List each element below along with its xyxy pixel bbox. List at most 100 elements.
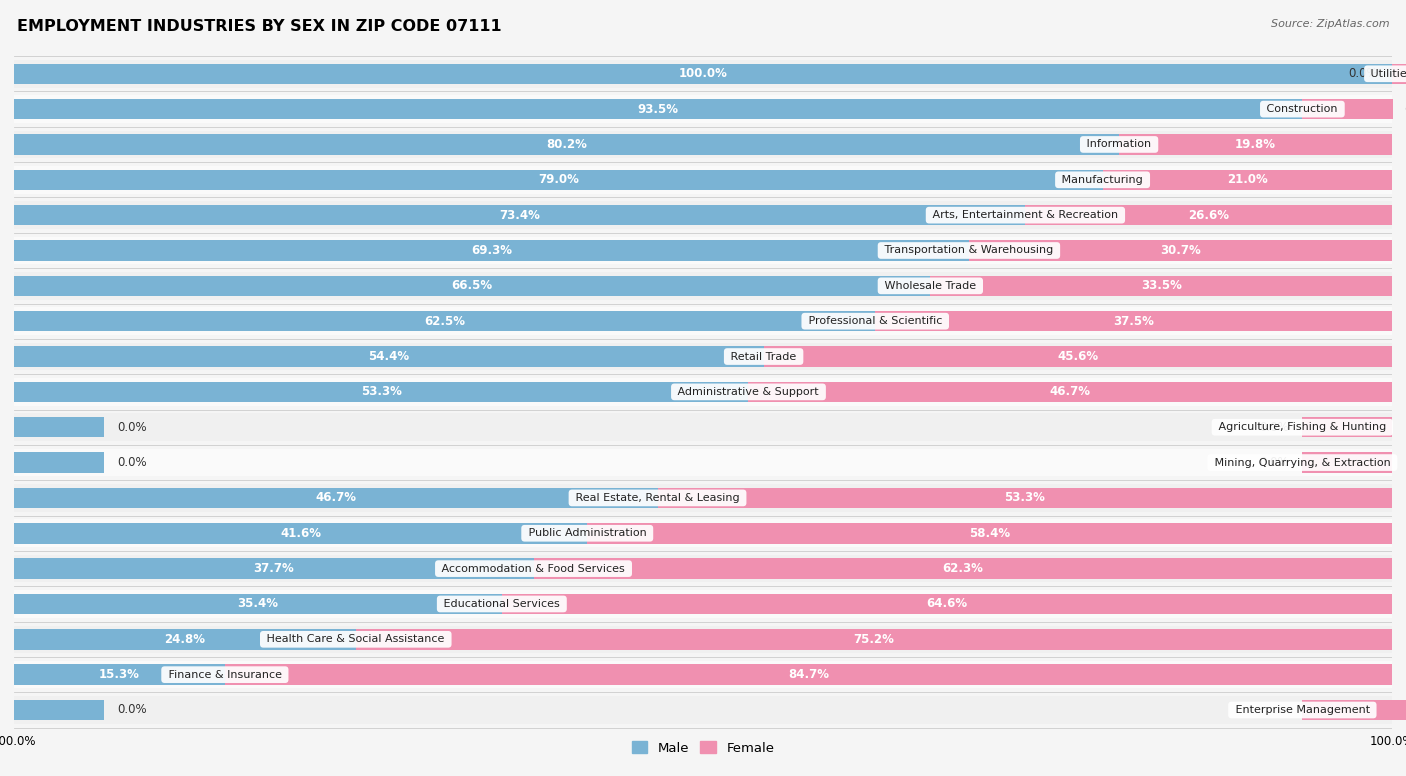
Bar — [658, 487, 1392, 508]
Bar — [14, 275, 931, 296]
Bar — [1119, 134, 1392, 154]
Bar — [14, 311, 876, 331]
Text: 46.7%: 46.7% — [1050, 386, 1091, 398]
Bar — [14, 307, 1392, 335]
Bar — [969, 241, 1392, 261]
Text: 53.3%: 53.3% — [1004, 491, 1045, 504]
Bar — [14, 99, 1302, 120]
Text: Accommodation & Food Services: Accommodation & Food Services — [439, 563, 628, 573]
Bar — [14, 661, 1392, 688]
Text: 75.2%: 75.2% — [853, 632, 894, 646]
Text: 69.3%: 69.3% — [471, 244, 512, 257]
Text: Arts, Entertainment & Recreation: Arts, Entertainment & Recreation — [929, 210, 1122, 220]
Text: 53.3%: 53.3% — [361, 386, 402, 398]
Text: 62.5%: 62.5% — [425, 315, 465, 327]
Text: Mining, Quarrying, & Extraction: Mining, Quarrying, & Extraction — [1211, 458, 1393, 468]
Bar — [14, 484, 1392, 511]
Bar — [14, 523, 588, 543]
Text: 0.0%: 0.0% — [1348, 68, 1378, 80]
Text: 66.5%: 66.5% — [451, 279, 492, 293]
Bar — [876, 311, 1392, 331]
Bar — [931, 275, 1392, 296]
Bar — [14, 625, 1392, 653]
Text: 0.0%: 0.0% — [118, 421, 148, 434]
Bar — [1302, 452, 1392, 473]
Text: 62.3%: 62.3% — [942, 562, 983, 575]
Text: 19.8%: 19.8% — [1234, 138, 1277, 151]
Text: 73.4%: 73.4% — [499, 209, 540, 222]
Bar — [14, 241, 969, 261]
Text: 79.0%: 79.0% — [538, 173, 579, 186]
Text: 0.0%: 0.0% — [1258, 456, 1289, 469]
Bar — [14, 696, 1392, 724]
Text: 58.4%: 58.4% — [969, 527, 1010, 540]
Text: 15.3%: 15.3% — [98, 668, 141, 681]
Bar — [14, 591, 1392, 618]
Text: 46.7%: 46.7% — [315, 491, 356, 504]
Text: Educational Services: Educational Services — [440, 599, 564, 609]
Text: 80.2%: 80.2% — [546, 138, 588, 151]
Bar — [533, 559, 1392, 579]
Bar — [14, 130, 1392, 158]
Bar — [14, 201, 1392, 229]
Bar — [14, 629, 356, 650]
Bar — [14, 237, 1392, 265]
Text: Health Care & Social Assistance: Health Care & Social Assistance — [263, 634, 449, 644]
Text: 41.6%: 41.6% — [280, 527, 321, 540]
Bar — [502, 594, 1392, 615]
Bar — [14, 555, 1392, 583]
Text: 6.6%: 6.6% — [1405, 102, 1406, 116]
Bar — [14, 378, 1392, 406]
Legend: Male, Female: Male, Female — [626, 736, 780, 760]
Bar — [1302, 700, 1406, 720]
Text: Finance & Insurance: Finance & Insurance — [165, 670, 285, 680]
Text: Source: ZipAtlas.com: Source: ZipAtlas.com — [1271, 19, 1389, 29]
Bar — [14, 452, 104, 473]
Bar — [14, 417, 104, 438]
Bar — [14, 60, 1392, 88]
Bar — [14, 343, 1392, 370]
Text: 21.0%: 21.0% — [1227, 173, 1268, 186]
Text: Transportation & Warehousing: Transportation & Warehousing — [882, 245, 1057, 255]
Text: 37.7%: 37.7% — [253, 562, 294, 575]
Text: Information: Information — [1083, 140, 1154, 150]
Text: Real Estate, Rental & Leasing: Real Estate, Rental & Leasing — [572, 493, 744, 503]
Text: Utilities: Utilities — [1368, 69, 1406, 78]
Text: 26.6%: 26.6% — [1188, 209, 1229, 222]
Bar — [14, 664, 225, 685]
Bar — [1025, 205, 1392, 225]
Text: Manufacturing: Manufacturing — [1059, 175, 1147, 185]
Bar — [1392, 64, 1406, 84]
Text: 35.4%: 35.4% — [238, 598, 278, 611]
Text: 24.8%: 24.8% — [165, 632, 205, 646]
Bar — [1302, 417, 1392, 438]
Bar — [14, 487, 658, 508]
Text: 30.7%: 30.7% — [1160, 244, 1201, 257]
Text: 0.0%: 0.0% — [1258, 421, 1289, 434]
Bar — [356, 629, 1392, 650]
Bar — [14, 64, 1392, 84]
Bar — [14, 700, 104, 720]
Text: 84.7%: 84.7% — [787, 668, 830, 681]
Text: Wholesale Trade: Wholesale Trade — [882, 281, 980, 291]
Text: Construction: Construction — [1264, 104, 1341, 114]
Text: 0.0%: 0.0% — [118, 704, 148, 716]
Text: EMPLOYMENT INDUSTRIES BY SEX IN ZIP CODE 07111: EMPLOYMENT INDUSTRIES BY SEX IN ZIP CODE… — [17, 19, 502, 34]
Bar — [14, 559, 533, 579]
Bar — [1102, 169, 1392, 190]
Bar — [14, 449, 1392, 476]
Bar — [748, 382, 1392, 402]
Bar — [14, 382, 748, 402]
Bar — [14, 205, 1025, 225]
Text: 93.5%: 93.5% — [638, 102, 679, 116]
Text: Retail Trade: Retail Trade — [727, 352, 800, 362]
Text: 100.0%: 100.0% — [679, 68, 727, 80]
Bar — [14, 169, 1102, 190]
Text: Professional & Scientific: Professional & Scientific — [804, 316, 946, 326]
Text: 33.5%: 33.5% — [1140, 279, 1181, 293]
Text: 64.6%: 64.6% — [927, 598, 967, 611]
Bar — [14, 594, 502, 615]
Bar — [225, 664, 1392, 685]
Bar — [14, 95, 1392, 123]
Bar — [763, 346, 1392, 367]
